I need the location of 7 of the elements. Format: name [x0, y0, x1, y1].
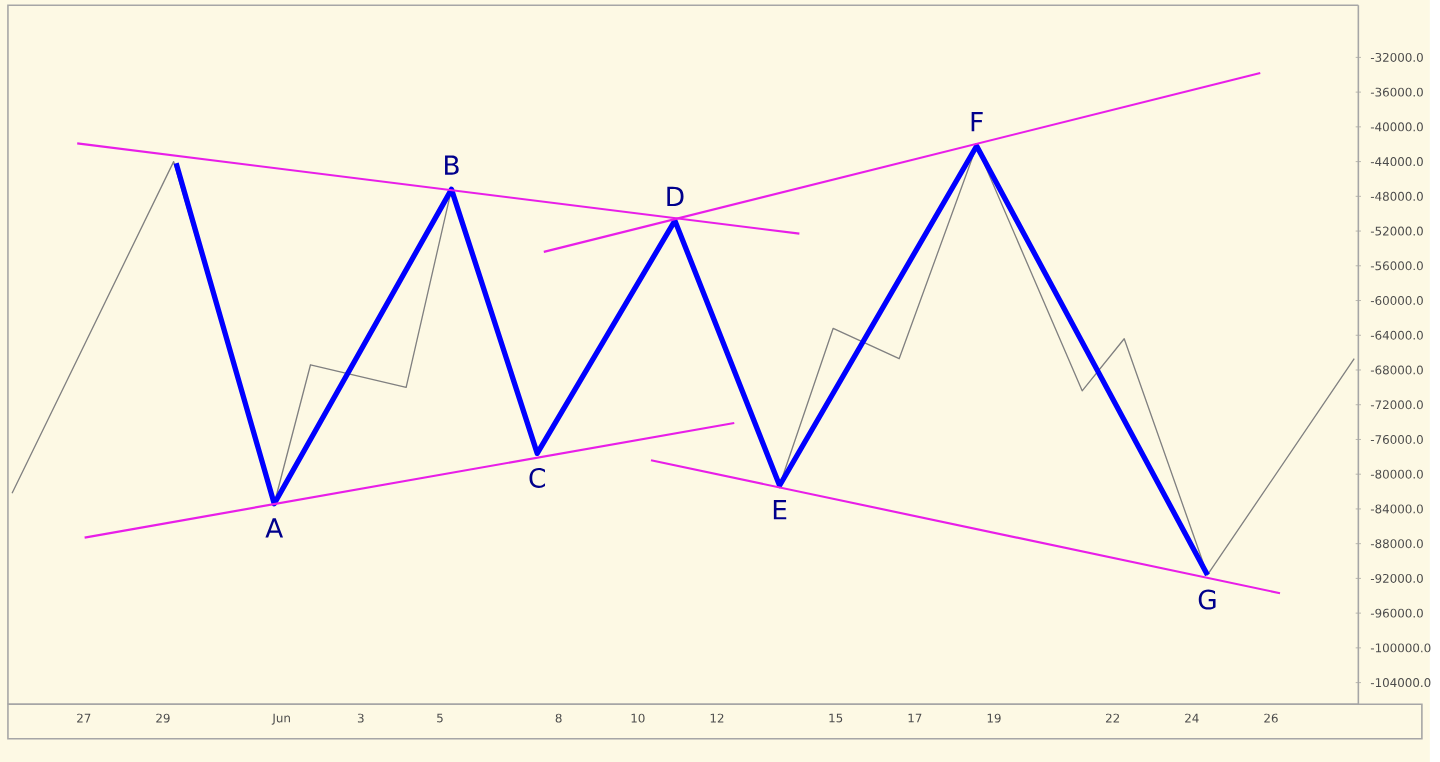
annotation: D	[667, 186, 684, 206]
annotation: G	[1198, 589, 1216, 610]
annotation: A	[265, 518, 284, 538]
annotation: C	[529, 467, 546, 488]
annotation: F	[971, 111, 983, 132]
annotation: E	[773, 499, 787, 520]
annotation: B	[445, 155, 459, 175]
